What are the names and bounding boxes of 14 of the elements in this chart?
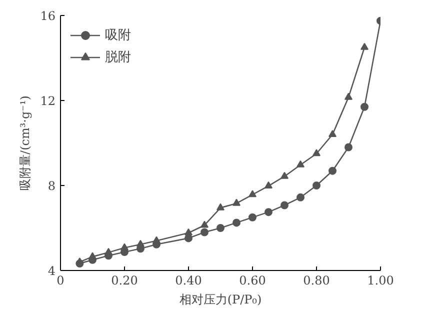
y-axis-title: 吸附量/(cm³·g⁻¹) [18, 96, 32, 190]
y-tick-label: 8 [48, 179, 56, 193]
x-tick-label: 0.20 [111, 274, 138, 288]
x-axis-title: 相对压力(P/P₀) [179, 292, 262, 306]
x-tick-label: 1.00 [367, 274, 394, 288]
x-tick-label: 0.40 [175, 274, 202, 288]
y-tick-label: 16 [40, 9, 56, 23]
y-tick-label: 12 [40, 94, 56, 108]
x-tick-label: 0.60 [239, 274, 266, 288]
x-tick-label: 0.80 [303, 274, 330, 288]
legend-label: 脱附 [105, 49, 131, 66]
legend-label: 吸附 [105, 27, 131, 44]
x-tick-label: 0 [56, 274, 64, 288]
y-tick-label: 4 [48, 264, 56, 278]
